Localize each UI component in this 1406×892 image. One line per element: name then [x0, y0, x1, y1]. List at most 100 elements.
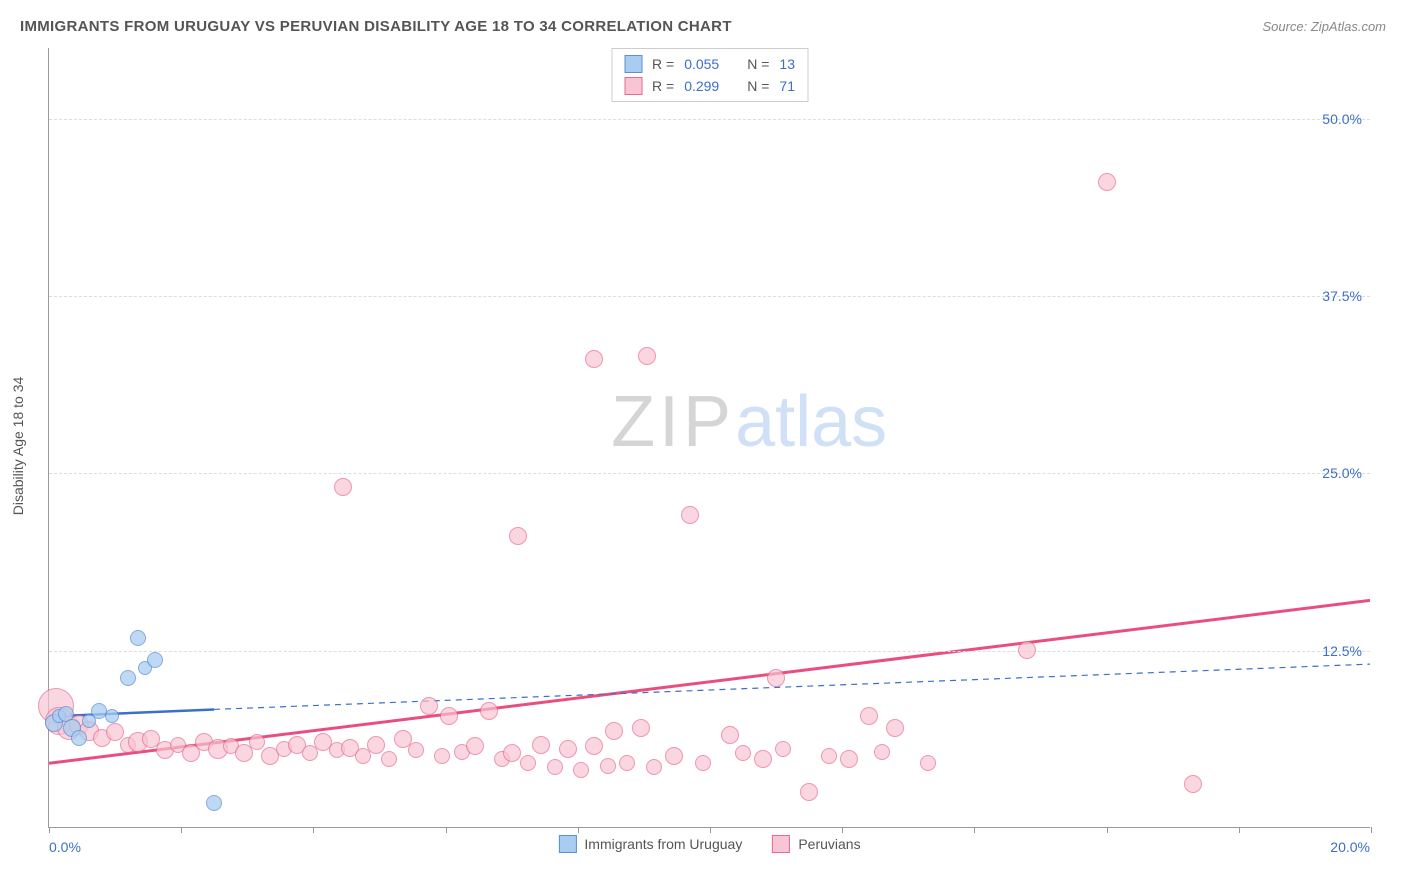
peruvians-point [520, 755, 536, 771]
peruvians-point [1098, 173, 1116, 191]
x-tick-label-min: 0.0% [49, 839, 81, 855]
chart-header: IMMIGRANTS FROM URUGUAY VS PERUVIAN DISA… [20, 18, 1386, 35]
legend-label-peruvians: Peruvians [798, 836, 860, 852]
n-value-uruguay: 13 [779, 53, 795, 75]
peruvians-point [821, 748, 837, 764]
chart-source: Source: ZipAtlas.com [1262, 19, 1386, 34]
chart-title: IMMIGRANTS FROM URUGUAY VS PERUVIAN DISA… [20, 18, 732, 35]
n-value-peruvians: 71 [779, 75, 795, 97]
peruvians-point [619, 755, 635, 771]
peruvians-point [754, 750, 772, 768]
peruvians-point [408, 742, 424, 758]
peruvians-point [440, 707, 458, 725]
peruvians-point [775, 741, 791, 757]
watermark-atlas: atlas [735, 382, 887, 462]
peruvians-point [1018, 641, 1036, 659]
x-tick [578, 827, 579, 833]
uruguay-point [71, 730, 87, 746]
x-tick [313, 827, 314, 833]
gridline [49, 651, 1370, 652]
peruvians-point [249, 734, 265, 750]
uruguay-point [130, 630, 146, 646]
plot-area: ZIPatlas 12.5%25.0%37.5%50.0% 0.0% 20.0%… [48, 48, 1370, 828]
peruvians-point [886, 719, 904, 737]
peruvians-point [503, 744, 521, 762]
x-tick-label-max: 20.0% [1330, 839, 1370, 855]
peruvians-point [840, 750, 858, 768]
peruvians-point [638, 347, 656, 365]
peruvians-point [721, 726, 739, 744]
legend-item-peruvians: Peruvians [772, 835, 860, 853]
gridline [49, 119, 1370, 120]
peruvians-point [434, 748, 450, 764]
peruvians-point [646, 759, 662, 775]
peruvians-point [632, 719, 650, 737]
x-tick [1107, 827, 1108, 833]
x-tick [181, 827, 182, 833]
peruvians-point [381, 751, 397, 767]
y-tick-label: 50.0% [1322, 111, 1362, 127]
x-tick [842, 827, 843, 833]
peruvians-point [420, 697, 438, 715]
legend-item-uruguay: Immigrants from Uruguay [558, 835, 742, 853]
y-tick-label: 12.5% [1322, 643, 1362, 659]
r-value-uruguay: 0.055 [684, 53, 719, 75]
y-axis-label: Disability Age 18 to 34 [10, 377, 26, 516]
peruvians-point [585, 350, 603, 368]
peruvians-point [860, 707, 878, 725]
peruvians-point [559, 740, 577, 758]
r-label: R = [652, 53, 674, 75]
peruvians-point [605, 722, 623, 740]
swatch-peruvians-icon [772, 835, 790, 853]
n-label: N = [747, 75, 769, 97]
uruguay-point [206, 795, 222, 811]
y-tick-label: 37.5% [1322, 288, 1362, 304]
r-label: R = [652, 75, 674, 97]
n-label: N = [747, 53, 769, 75]
stats-row-peruvians: R = 0.299 N = 71 [624, 75, 795, 97]
peruvians-point [532, 736, 550, 754]
peruvians-point [509, 527, 527, 545]
legend-label-uruguay: Immigrants from Uruguay [584, 836, 742, 852]
peruvians-point [334, 478, 352, 496]
peruvians-point [585, 737, 603, 755]
x-tick [1239, 827, 1240, 833]
peruvians-point [573, 762, 589, 778]
peruvians-point [735, 745, 751, 761]
trend-lines [49, 48, 1370, 827]
uruguay-point [105, 709, 119, 723]
peruvians-point [600, 758, 616, 774]
peruvians-point [920, 755, 936, 771]
peruvians-point [367, 736, 385, 754]
gridline [49, 296, 1370, 297]
peruvians-point [1184, 775, 1202, 793]
uruguay-point [120, 670, 136, 686]
uruguay-point [147, 652, 163, 668]
peruvians-point [767, 669, 785, 687]
stats-row-uruguay: R = 0.055 N = 13 [624, 53, 795, 75]
bottom-legend: Immigrants from Uruguay Peruvians [558, 835, 860, 853]
peruvians-point [665, 747, 683, 765]
peruvians-point [695, 755, 711, 771]
x-tick [446, 827, 447, 833]
r-value-peruvians: 0.299 [684, 75, 719, 97]
peruvians-point [800, 783, 818, 801]
swatch-peruvians [624, 77, 642, 95]
peruvians-point [547, 759, 563, 775]
peruvians-point [466, 737, 484, 755]
peruvians-point [874, 744, 890, 760]
gridline [49, 473, 1370, 474]
x-tick [49, 827, 50, 833]
x-tick [710, 827, 711, 833]
peruvians-point [106, 723, 124, 741]
stats-legend: R = 0.055 N = 13 R = 0.299 N = 71 [611, 48, 808, 102]
watermark: ZIPatlas [611, 381, 887, 463]
swatch-uruguay [624, 55, 642, 73]
peruvians-point [681, 506, 699, 524]
y-tick-label: 25.0% [1322, 465, 1362, 481]
x-tick [1371, 827, 1372, 833]
watermark-zip: ZIP [611, 382, 735, 462]
x-tick [974, 827, 975, 833]
peruvians-point [480, 702, 498, 720]
swatch-uruguay-icon [558, 835, 576, 853]
